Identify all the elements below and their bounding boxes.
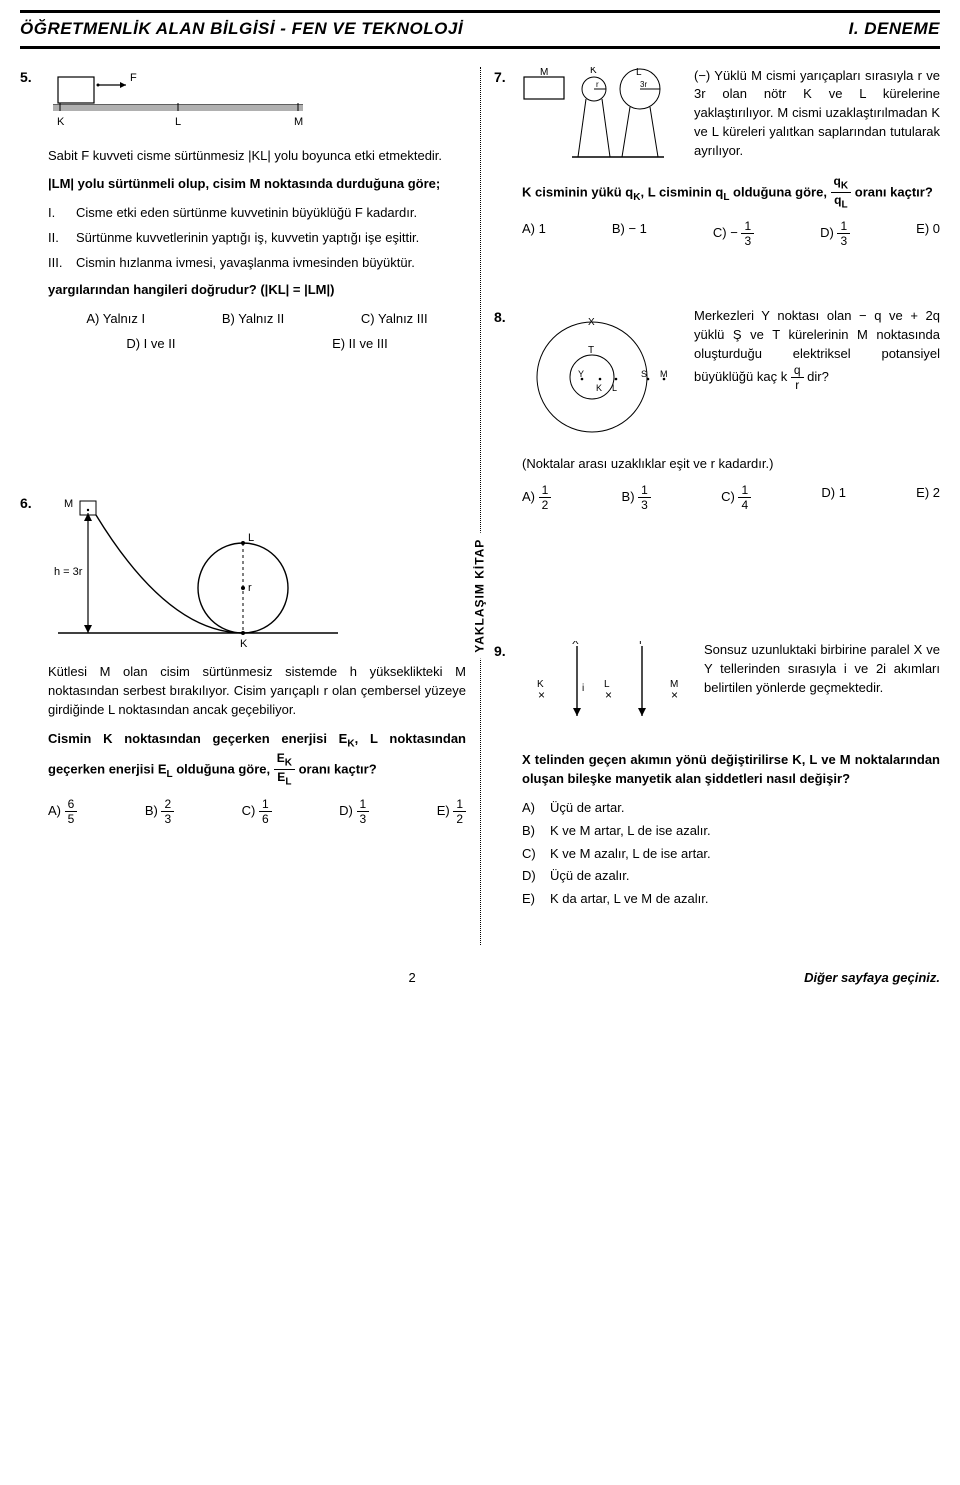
q8-opt-e: E) 2 — [916, 484, 940, 511]
svg-text:S: S — [641, 369, 647, 379]
q5-number: 5. — [20, 67, 48, 87]
q7-opt-d: D) 13 — [820, 220, 850, 247]
svg-text:X: X — [572, 641, 579, 647]
q9-p1: Sonsuz uzunluktaki birbirine paralel X v… — [704, 641, 940, 731]
svg-text:M: M — [660, 369, 668, 379]
svg-text:×: × — [605, 688, 612, 702]
svg-text:Y: Y — [578, 369, 584, 379]
svg-text:L: L — [248, 532, 254, 544]
page-header: ÖĞRETMENLİK ALAN BİLGİSİ - FEN VE TEKNOL… — [20, 10, 940, 49]
q8-opt-d: D) 1 — [821, 484, 846, 511]
question-5: 5. F K L — [20, 67, 466, 354]
svg-text:L: L — [636, 67, 642, 78]
right-column: 7. M r K — [480, 67, 940, 946]
spine-label: YAKLAŞIM KİTAP — [471, 532, 488, 658]
svg-text:L: L — [612, 383, 617, 393]
svg-text:h = 3r: h = 3r — [54, 566, 83, 578]
svg-text:K: K — [590, 67, 597, 76]
q5-options: A) Yalnız I B) Yalnız II C) Yalnız III D… — [48, 310, 466, 354]
q8-p1: Merkezleri Y noktası olan − q ve + 2q yü… — [694, 307, 940, 447]
svg-text:X: X — [588, 317, 595, 328]
next-page-hint: Diğer sayfaya geçiniz. — [804, 969, 940, 988]
q6-figure: h = 3r M L r K — [48, 493, 466, 653]
q7-number: 7. — [494, 67, 522, 87]
svg-text:i: i — [582, 683, 584, 694]
q7-p1: (−) Yüklü M cismi yarıçapları sırasıyla … — [694, 67, 940, 167]
q6-p1: Kütlesi M olan cisim sürtünmesiz sistemd… — [48, 663, 466, 720]
svg-text:×: × — [538, 688, 545, 702]
q5-figure: F K L M — [48, 67, 466, 137]
q5-opt-c: C) Yalnız III — [361, 310, 428, 329]
question-6: 6. h = 3r M — [20, 493, 466, 824]
q6-number: 6. — [20, 493, 48, 513]
q9-options: A)Üçü de artar. B)K ve M artar, L de ise… — [522, 799, 940, 909]
q6-p2: Cismin K noktasından geçerken enerjisi E… — [48, 730, 466, 788]
q8-opt-b: B) 13 — [622, 484, 651, 511]
q7-options: A) 1 B) − 1 C) − 13 D) 13 E) 0 — [522, 220, 940, 247]
svg-text:×: × — [671, 688, 678, 702]
question-9: 9. X Y K × i L — [494, 641, 940, 909]
q8-p2: (Noktalar arası uzaklıklar eşit ve r kad… — [522, 455, 940, 474]
question-7: 7. M r K — [494, 67, 940, 248]
svg-text:r: r — [248, 582, 252, 594]
q6-opt-d: D) 13 — [339, 798, 369, 825]
q7-figure: M r K 3r L — [522, 67, 682, 167]
q5-p1: Sabit F kuvveti cisme sürtünmesiz |KL| y… — [48, 147, 466, 166]
left-column: 5. F K L — [20, 67, 480, 946]
q6-options: A) 65 B) 23 C) 16 D) 13 E) 12 — [48, 798, 466, 825]
svg-text:L: L — [175, 116, 181, 128]
q9-p2: X telinden geçen akımın yönü değiştirili… — [522, 751, 940, 789]
q7-opt-e: E) 0 — [916, 220, 940, 247]
q8-opt-a: A) 12 — [522, 484, 551, 511]
svg-text:F: F — [130, 72, 137, 84]
svg-text:M: M — [294, 116, 303, 128]
svg-text:T: T — [588, 345, 594, 356]
q5-p3: yargılarından hangileri doğrudur? (|KL| … — [48, 281, 466, 300]
q8-figure: X T Y K L S M — [522, 307, 682, 447]
q5-opt-b: B) Yalnız II — [222, 310, 284, 329]
q8-options: A) 12 B) 13 C) 14 D) 1 E) 2 — [522, 484, 940, 511]
q5-opt-a: A) Yalnız I — [86, 310, 145, 329]
q7-p2: K cisminin yükü qK, L cisminin qL olduğu… — [522, 175, 940, 211]
q6-opt-a: A) 65 — [48, 798, 77, 825]
q7-opt-a: A) 1 — [522, 220, 546, 247]
svg-text:M: M — [64, 498, 73, 510]
question-8: 8. X T Y K L — [494, 307, 940, 511]
q6-opt-c: C) 16 — [242, 798, 272, 825]
page-number: 2 — [20, 969, 804, 988]
q6-opt-b: B) 23 — [145, 798, 174, 825]
content-columns: YAKLAŞIM KİTAP 5. F — [20, 67, 940, 946]
header-right: I. DENEME — [849, 17, 940, 42]
svg-text:K: K — [240, 638, 248, 650]
svg-text:K: K — [57, 116, 65, 128]
svg-text:3r: 3r — [640, 80, 647, 89]
q7-opt-c: C) − 13 — [713, 220, 754, 247]
q8-opt-c: C) 14 — [721, 484, 751, 511]
svg-text:K: K — [596, 383, 602, 393]
q8-number: 8. — [494, 307, 522, 327]
q5-p2: |LM| yolu sürtünmeli olup, cisim M nokta… — [48, 175, 466, 194]
svg-text:Y: Y — [637, 641, 644, 647]
svg-text:M: M — [540, 67, 548, 78]
q6-opt-e: E) 12 — [437, 798, 466, 825]
column-divider — [480, 67, 481, 946]
q7-opt-b: B) − 1 — [612, 220, 647, 247]
svg-text:r: r — [596, 80, 599, 89]
q5-opt-d: D) I ve II — [126, 335, 175, 354]
q9-number: 9. — [494, 641, 522, 661]
q9-figure: X Y K × i L × M × — [522, 641, 692, 731]
q5-opt-e: E) II ve III — [332, 335, 388, 354]
header-left: ÖĞRETMENLİK ALAN BİLGİSİ - FEN VE TEKNOL… — [20, 17, 463, 42]
page-footer: 2 Diğer sayfaya geçiniz. — [20, 969, 940, 988]
q5-roman: I.Cisme etki eden sürtünme kuvvetinin bü… — [48, 204, 466, 273]
